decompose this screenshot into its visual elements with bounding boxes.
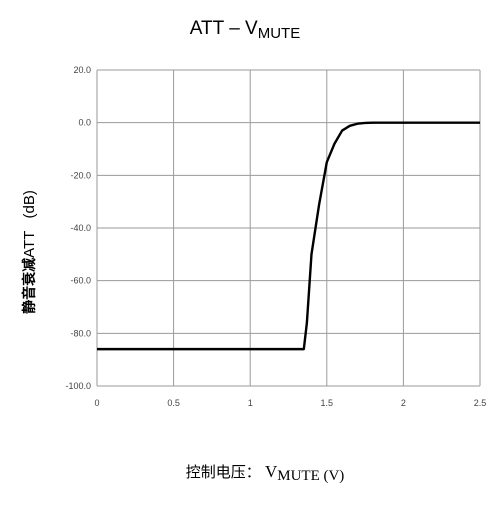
x-tick-label: 2 xyxy=(401,398,406,408)
chart-title-subscript: MUTE xyxy=(257,25,301,42)
x-tick-label: 2.5 xyxy=(474,398,487,408)
y-tick-label: -40.0 xyxy=(70,223,91,233)
x-tick-label: 0.5 xyxy=(167,398,180,408)
y-tick-label: -60.0 xyxy=(70,276,91,286)
x-tick-label: 1 xyxy=(248,398,253,408)
series-line-0 xyxy=(97,121,480,351)
x-axis-label-cn: 控制电压： xyxy=(185,463,261,481)
x-axis-label-subscript: MUTE (V) xyxy=(277,468,345,484)
x-tick-label: 0 xyxy=(94,398,99,408)
y-tick-label: 0.0 xyxy=(78,118,91,128)
chart-title: ATT – VMUTE xyxy=(189,18,301,42)
x-tick-label: 1.5 xyxy=(321,398,334,408)
y-tick-label: -80.0 xyxy=(70,328,91,338)
y-tick-label: -20.0 xyxy=(70,170,91,180)
x-axis-label: 控制电压： VMUTE (V) xyxy=(185,462,345,484)
y-tick-label: 20.0 xyxy=(73,65,91,75)
plot-area: 20.0 0.0 -20.0 -40.0 -60.0 -80.0 -100.00 0.5 1 1.… xyxy=(65,65,487,408)
y-tick-label: -100.0 xyxy=(65,381,91,391)
